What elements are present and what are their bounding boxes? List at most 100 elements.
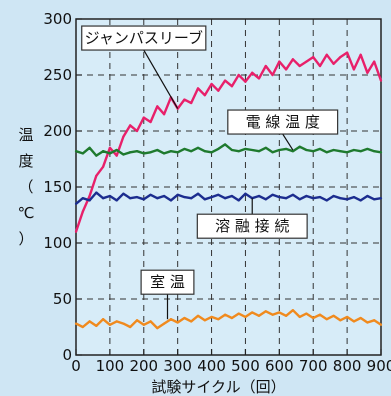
x-tick-label: 800 [333,357,362,375]
y-tick-label: 200 [43,122,72,140]
data-point [183,147,186,151]
data-point [74,202,78,205]
data-point [373,198,376,201]
data-point [129,151,132,154]
annotation-leader [143,49,179,109]
data-point [217,147,220,151]
series-layer [74,51,383,330]
data-point [298,198,301,201]
data-point [291,150,294,153]
data-point [190,150,193,153]
data-point [142,152,145,155]
data-point [203,150,206,153]
data-point [196,146,200,149]
data-point [115,199,118,202]
data-point [88,146,91,149]
data-point [156,105,159,108]
data-point [278,311,281,314]
data-point [95,324,98,327]
data-point [217,318,220,321]
data-point [149,193,152,196]
data-point [339,150,342,153]
data-point [366,194,369,198]
data-point [339,197,342,200]
data-point [257,150,261,153]
data-point [149,320,152,323]
data-point [305,148,308,152]
data-point [115,154,118,157]
data-point [224,313,227,316]
series-line [75,191,382,205]
series-line [75,309,382,330]
data-point [373,319,376,322]
data-point [156,197,159,200]
data-point [203,198,206,201]
data-point [373,60,376,63]
data-point [305,312,308,315]
data-point [298,315,301,319]
annotation-label: 電 線 温 度 [246,113,320,131]
y-tick-label: 150 [43,178,72,196]
data-point [346,198,349,201]
data-point [244,315,247,319]
data-point [135,319,139,322]
data-point [244,147,247,151]
data-point [251,71,254,74]
annotation: 室 温 [140,269,195,320]
data-point [196,87,200,90]
data-point [163,113,166,116]
data-point [271,73,274,77]
data-point [359,199,362,202]
data-point [108,194,111,198]
data-point [190,197,193,200]
data-point [149,120,152,124]
data-point [312,197,315,200]
data-point [230,194,233,198]
data-point [122,135,125,138]
data-point [352,320,355,323]
data-point [81,152,84,155]
data-point [149,151,152,154]
y-axis-title-char: （ [18,178,33,196]
data-point [142,323,145,326]
data-point [346,151,349,154]
data-point [291,58,294,61]
x-tick-label: 700 [299,357,328,375]
data-point [257,314,261,317]
data-point [318,147,322,151]
data-point [291,193,294,196]
data-point [169,150,172,153]
annotation-label: 溶 融 接 続 [215,217,289,235]
data-point [102,318,105,321]
data-point [312,55,315,59]
data-point [196,314,200,317]
data-point [325,151,328,154]
data-point [95,191,98,194]
data-point [237,73,240,77]
data-point [285,147,288,151]
data-point [257,77,261,80]
data-point [332,62,335,65]
data-point [373,150,376,153]
data-point [169,318,172,321]
y-tick-label: 50 [53,290,72,308]
data-point [115,148,118,152]
data-point [102,150,105,153]
annotation-box [81,25,207,51]
data-point [176,321,179,324]
data-point [278,148,281,152]
data-point [183,316,186,320]
data-point [352,148,355,152]
data-point [115,320,118,323]
x-tick-label: 300 [163,357,192,375]
data-point [169,199,172,202]
data-point [81,210,84,213]
data-point [210,195,213,199]
data-point [366,147,369,151]
data-point [156,148,159,152]
x-tick-label: 500 [231,357,260,375]
data-point [230,148,233,152]
data-point [224,143,227,146]
data-point [88,199,91,202]
data-point [203,94,206,97]
